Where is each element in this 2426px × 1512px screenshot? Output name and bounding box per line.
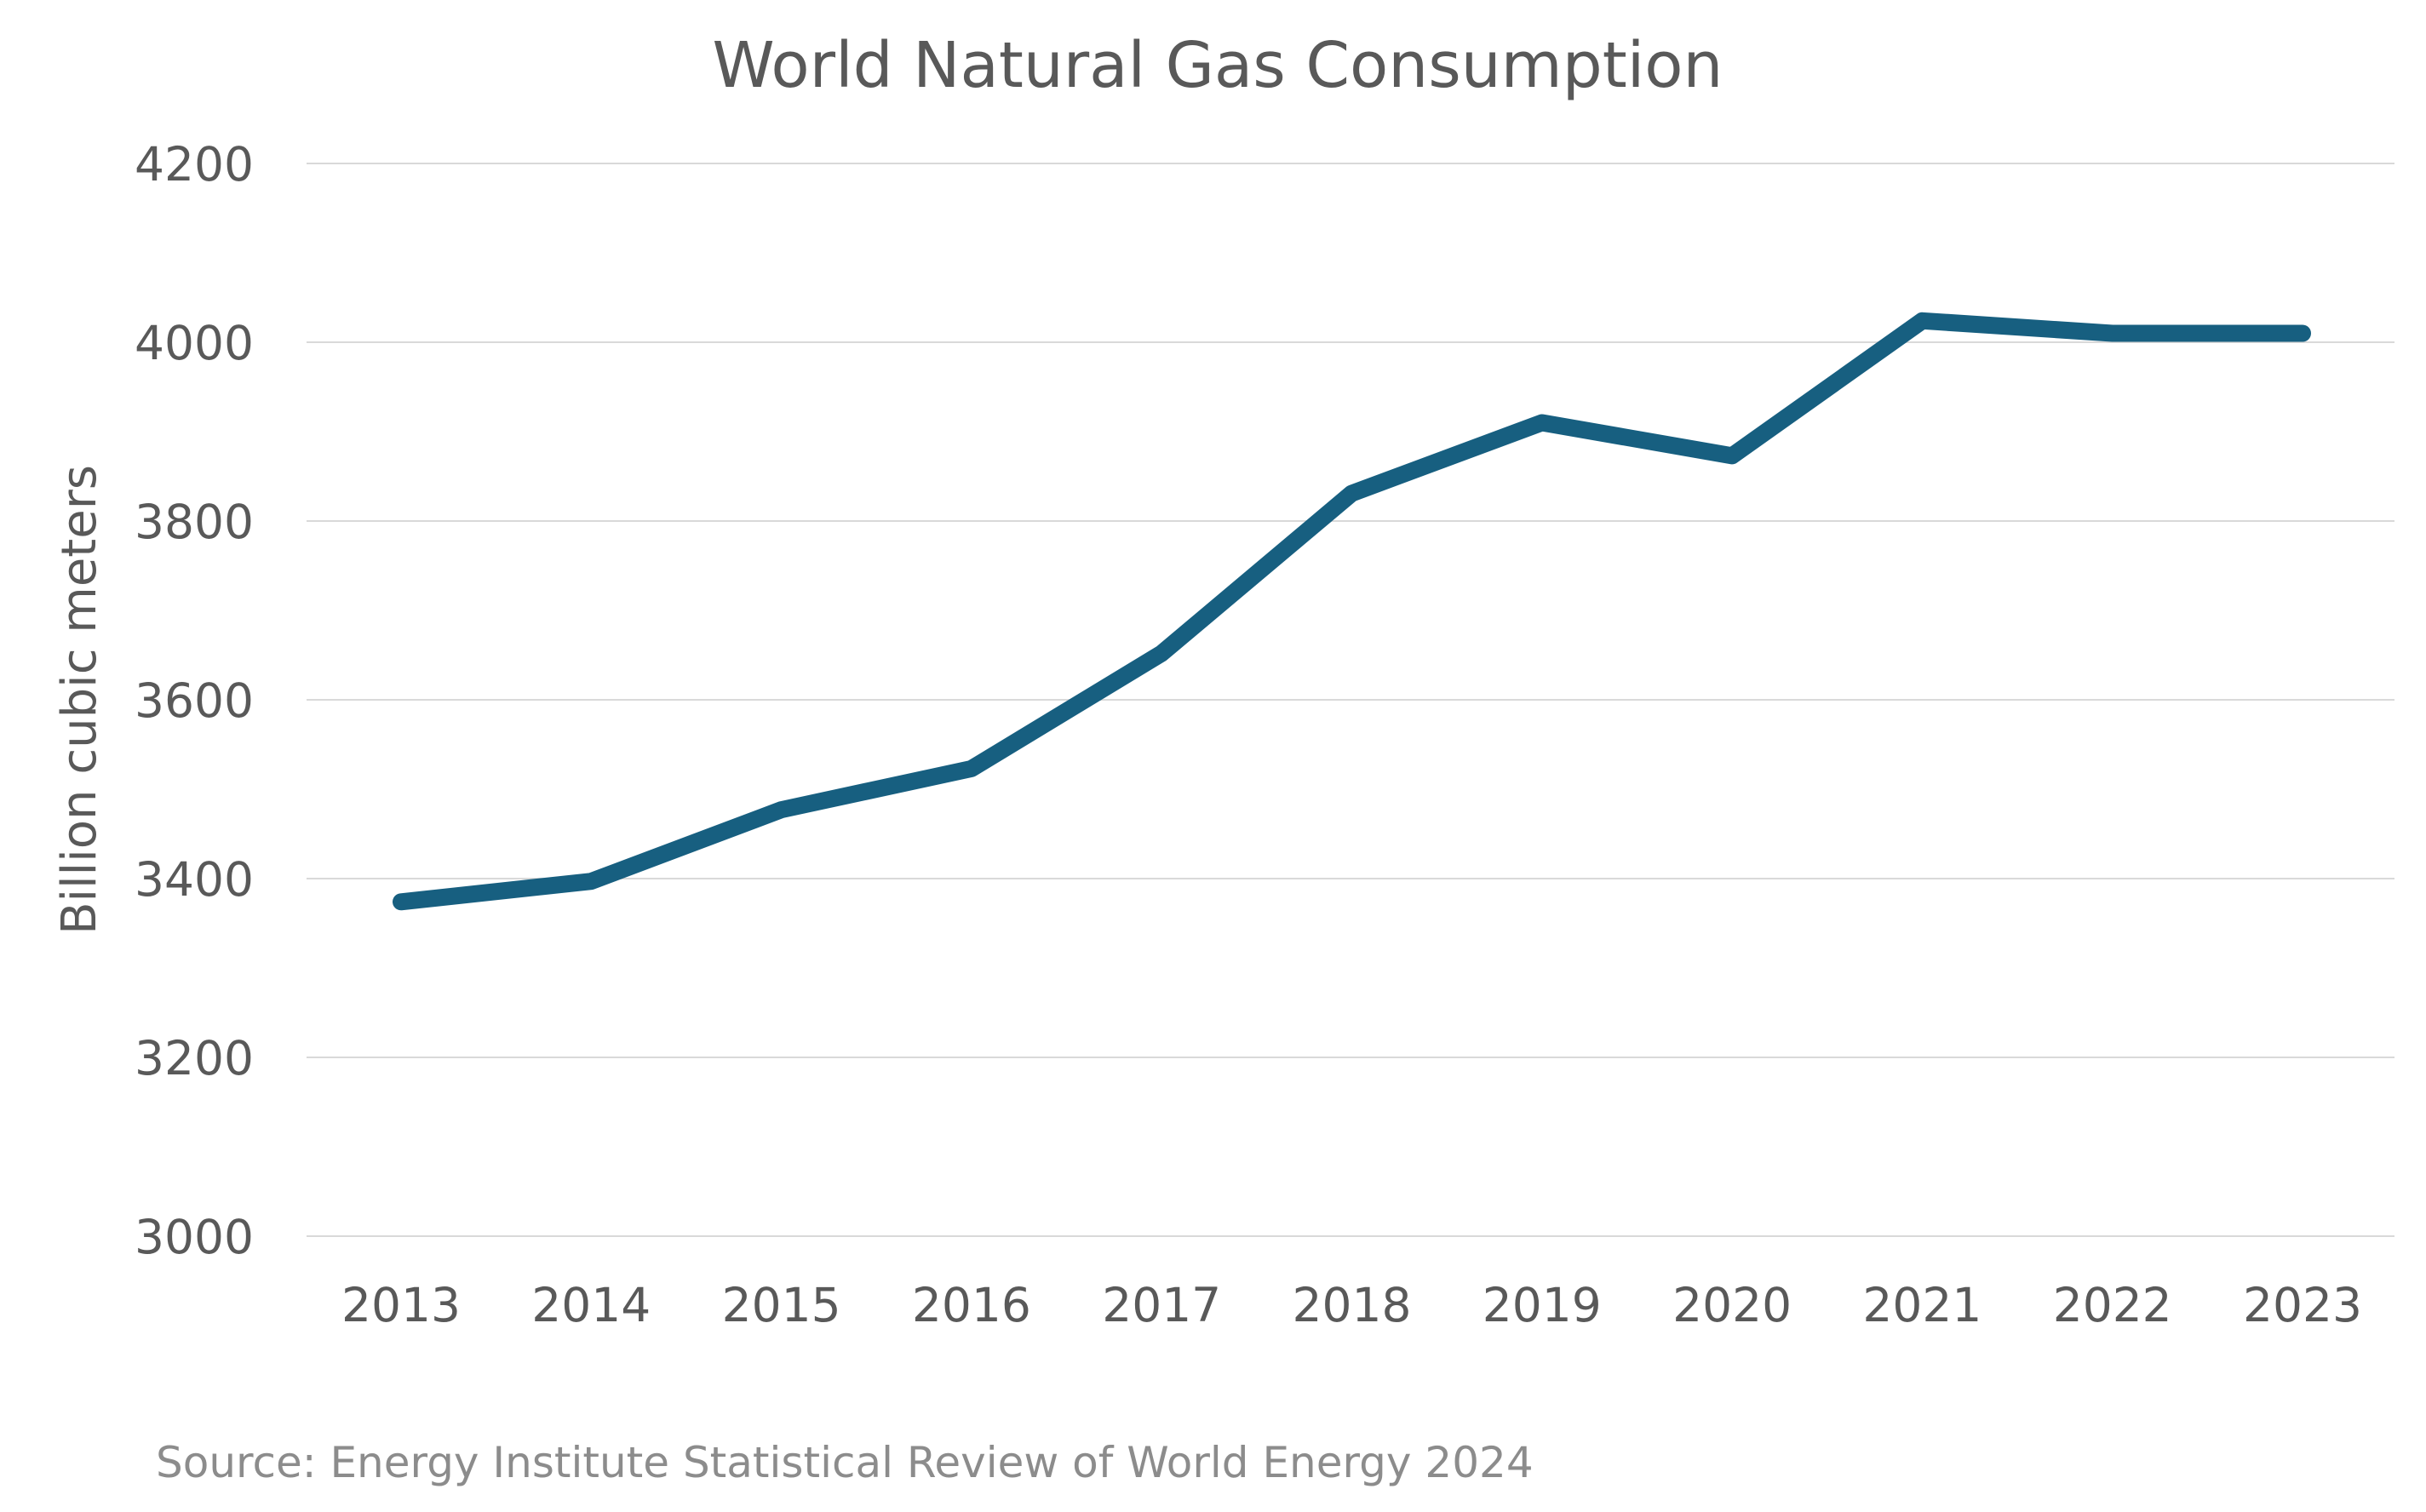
x-tick-label: 2021 bbox=[1862, 1278, 1982, 1332]
y-axis-label: Billion cubic meters bbox=[52, 465, 107, 935]
y-tick-label: 4000 bbox=[135, 316, 254, 370]
x-tick-labels: 2013 2014 2015 2016 2017 2018 2019 2020 2021 2022… bbox=[341, 1278, 2362, 1332]
x-tick-label: 2017 bbox=[1102, 1278, 1221, 1332]
y-tick-labels: 3000 3200 3400 3600 3800 4000 4200 bbox=[135, 137, 254, 1264]
series-line bbox=[393, 312, 2311, 911]
y-tick-label: 3000 bbox=[135, 1210, 254, 1264]
y-tick-label: 3200 bbox=[135, 1031, 254, 1085]
x-tick-label: 2018 bbox=[1293, 1278, 1412, 1332]
y-tick-label: 3800 bbox=[135, 495, 254, 549]
y-tick-label: 4200 bbox=[135, 137, 254, 192]
x-tick-label: 2019 bbox=[1483, 1278, 1602, 1332]
x-tick-label: 2020 bbox=[1672, 1278, 1792, 1332]
source-note: Source: Energy Institute Statistical Rev… bbox=[156, 1438, 1534, 1487]
y-tick-label: 3600 bbox=[135, 673, 254, 728]
gridlines bbox=[307, 163, 2394, 1237]
x-tick-label: 2013 bbox=[341, 1278, 461, 1332]
x-tick-label: 2015 bbox=[722, 1278, 841, 1332]
x-tick-label: 2023 bbox=[2243, 1278, 2362, 1332]
x-tick-label: 2016 bbox=[912, 1278, 1031, 1332]
series-line-group bbox=[393, 312, 2311, 911]
chart-title: World Natural Gas Consumption bbox=[713, 29, 1723, 102]
y-tick-label: 3400 bbox=[135, 852, 254, 907]
x-tick-label: 2022 bbox=[2053, 1278, 2172, 1332]
x-tick-label: 2014 bbox=[531, 1278, 651, 1332]
